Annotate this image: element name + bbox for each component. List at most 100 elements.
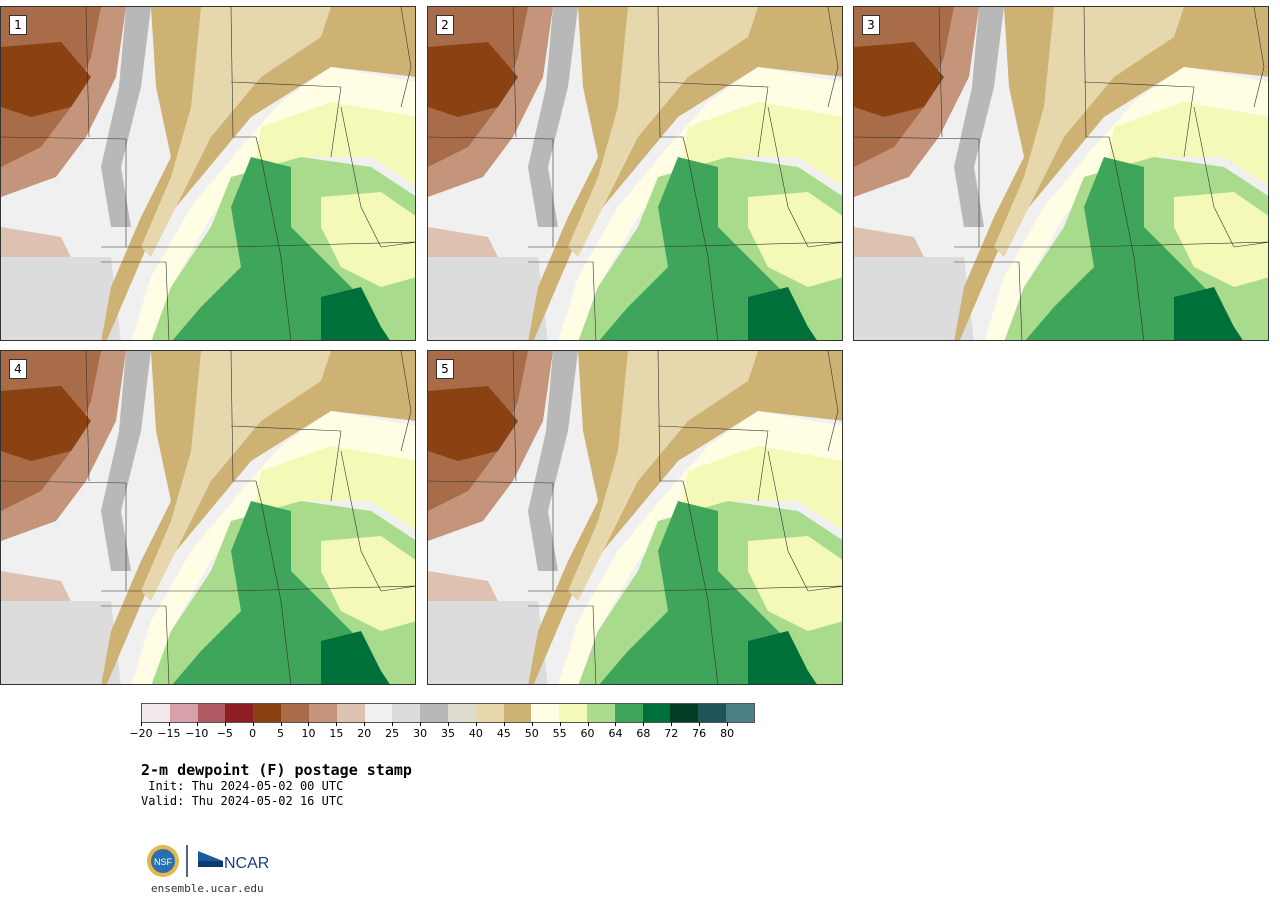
colorbar-tickmark <box>727 722 729 726</box>
dewpoint-band <box>131 67 415 340</box>
colorbar-tickmark <box>671 722 673 726</box>
dewpoint-map <box>1 351 415 684</box>
state-boundary <box>340 106 382 248</box>
colorbar-tick-label: 10 <box>301 727 316 740</box>
state-boundary <box>380 585 415 592</box>
dewpoint-band <box>141 351 331 601</box>
site-url: ensemble.ucar.edu <box>151 882 264 895</box>
state-boundary <box>657 81 769 88</box>
colorbar-tickmark <box>196 722 198 726</box>
colorbar-tickmark <box>531 722 533 726</box>
state-boundary <box>85 7 90 138</box>
state-boundary <box>400 351 412 452</box>
colorbar-tickmark <box>336 722 338 726</box>
dewpoint-band <box>748 631 817 684</box>
dewpoint-map <box>428 7 842 340</box>
colorbar-tick-label: 60 <box>580 727 595 740</box>
colorbar-tickmark <box>280 722 282 726</box>
state-boundary <box>230 81 342 88</box>
colorbar-swatch <box>308 704 337 722</box>
colorbar-tick-label: 50 <box>524 727 539 740</box>
ncar-logo-text: NCAR <box>224 855 269 872</box>
colorbar-swatch <box>142 704 170 722</box>
dewpoint-band <box>131 411 415 684</box>
panel-label: 5 <box>436 359 454 379</box>
state-boundary <box>938 7 943 138</box>
dewpoint-band <box>428 7 553 197</box>
colorbar-swatch <box>642 704 671 722</box>
state-boundary <box>1253 7 1265 108</box>
map-panel-2: 2 <box>427 6 843 341</box>
colorbar-swatch <box>364 704 393 722</box>
dewpoint-band <box>568 7 758 257</box>
map-panel-4: 4 <box>0 350 416 685</box>
colorbar-swatch <box>420 704 448 722</box>
dewpoint-band <box>748 287 817 340</box>
colorbar-tickmark <box>168 722 170 726</box>
colorbar-tick-label: 30 <box>413 727 428 740</box>
dewpoint-band <box>1 257 121 340</box>
state-boundary <box>512 7 517 138</box>
state-boundary <box>528 585 842 592</box>
dewpoint-band <box>101 351 151 571</box>
dewpoint-band <box>568 351 758 601</box>
colorbar-swatch <box>503 704 532 722</box>
state-boundary <box>657 425 769 432</box>
dewpoint-band <box>748 536 842 631</box>
state-boundary <box>854 136 980 247</box>
colorbar-tick-label: 5 <box>277 727 285 740</box>
colorbar-tickmark <box>448 722 449 726</box>
dewpoint-band <box>528 351 842 684</box>
state-boundary <box>1083 81 1195 88</box>
dewpoint-band <box>101 7 151 227</box>
dewpoint-band <box>1 351 126 541</box>
valid-time: Valid: Thu 2024-05-02 16 UTC <box>141 794 344 808</box>
colorbar <box>141 703 755 723</box>
dewpoint-band <box>428 351 553 541</box>
colorbar-tickmark <box>643 722 645 726</box>
dewpoint-band <box>321 536 415 631</box>
dewpoint-band <box>428 42 518 117</box>
state-boundary <box>1 480 127 591</box>
chart-title: 2-m dewpoint (F) postage stamp <box>141 761 412 779</box>
state-boundary <box>807 241 842 248</box>
state-boundary <box>827 351 839 452</box>
state-boundary <box>101 605 170 684</box>
colorbar-tick-label: −15 <box>157 727 181 740</box>
colorbar-swatch <box>531 704 560 722</box>
dewpoint-band <box>558 411 842 684</box>
state-boundary <box>954 241 1268 248</box>
dewpoint-band <box>428 386 518 461</box>
colorbar-tick-label: 15 <box>329 727 344 740</box>
state-boundary <box>380 241 415 248</box>
colorbar-tickmark <box>503 722 505 726</box>
colorbar-swatch <box>392 704 421 722</box>
dewpoint-band <box>321 631 390 684</box>
state-boundary <box>85 351 90 482</box>
colorbar-swatch <box>447 704 476 722</box>
state-boundary <box>400 7 412 108</box>
dewpoint-band <box>854 7 979 197</box>
state-boundary <box>767 450 809 592</box>
colorbar-tick-label: 68 <box>636 727 651 740</box>
state-boundary <box>528 241 842 248</box>
dewpoint-band <box>558 67 842 340</box>
colorbar-tickmark <box>475 722 477 726</box>
state-boundary <box>954 261 1023 340</box>
panel-label: 3 <box>862 15 880 35</box>
colorbar-tick-label: 80 <box>720 727 735 740</box>
dewpoint-map <box>428 351 842 684</box>
state-boundary <box>757 86 769 158</box>
dewpoint-band <box>1 601 121 684</box>
colorbar-tick-label: 25 <box>385 727 400 740</box>
dewpoint-band <box>428 601 548 684</box>
dewpoint-band <box>101 7 415 340</box>
state-boundary <box>682 480 719 684</box>
state-boundary <box>255 480 292 684</box>
dewpoint-band <box>428 257 548 340</box>
dewpoint-band <box>1 42 91 117</box>
state-boundary <box>807 585 842 592</box>
dewpoint-band <box>748 192 842 287</box>
colorbar-tickmark <box>420 722 422 726</box>
state-boundary <box>101 585 415 592</box>
